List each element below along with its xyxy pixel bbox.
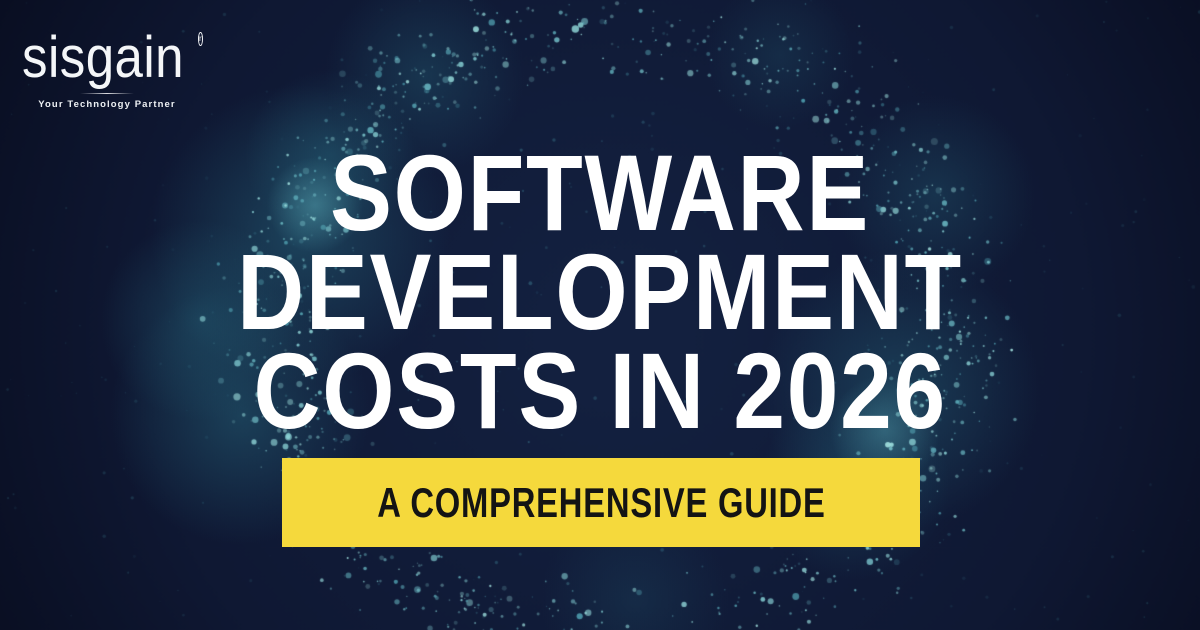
subtitle-text: A COMPREHENSIVE GUIDE [376,478,826,526]
headline-line-1-text: SOFTWARE [329,131,871,253]
tagline-divider [80,93,134,95]
headline-line-2-text: DEVELOPMENT [237,230,963,352]
headline-line-3: COSTS IN 2026 [0,336,1200,444]
headline-line-2: DEVELOPMENT [0,237,1200,345]
headline-line-1: SOFTWARE [0,138,1200,246]
brand-name: sisgain [22,25,184,90]
brand-tagline-block: Your Technology Partner [22,93,192,110]
subtitle-ribbon: A COMPREHENSIVE GUIDE [282,458,920,547]
headline-line-3-text: COSTS IN 2026 [253,329,947,451]
registered-trademark-icon: r [198,32,203,46]
brand-row: sisgain r [22,25,203,90]
headline-title: SOFTWARE DEVELOPMENT COSTS IN 2026 [0,138,1200,444]
brand-tagline: Your Technology Partner [38,99,176,111]
brand-logo: sisgain r Your Technology Partner [22,25,203,110]
